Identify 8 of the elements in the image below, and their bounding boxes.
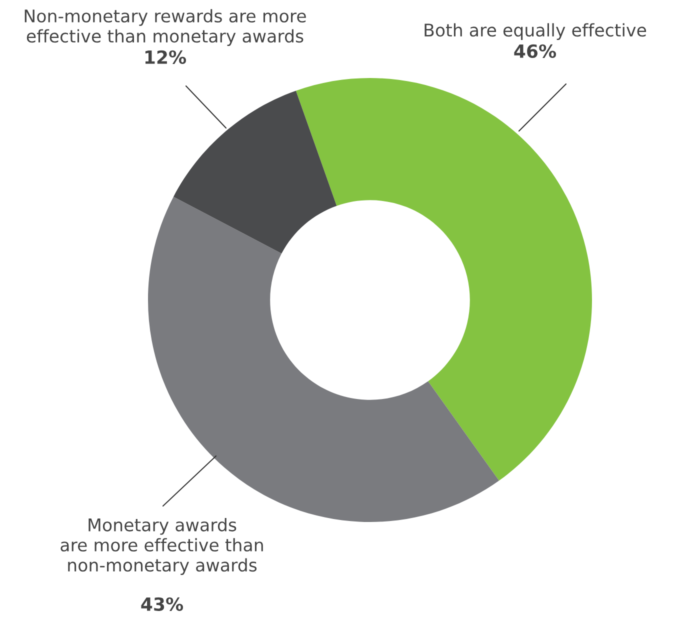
slice-label: Non-monetary rewards are more effective than monetary awards xyxy=(24,9,306,46)
donut-slice xyxy=(173,90,337,254)
donut-slice xyxy=(296,78,592,481)
slice-label: Both are equally effective xyxy=(424,23,646,40)
data-label: 12% xyxy=(145,50,186,64)
slice-label: Monetary awards are more effective than non-monetary awards xyxy=(60,518,263,576)
data-label: 46% xyxy=(514,44,556,58)
data-label: 43% xyxy=(141,597,184,611)
